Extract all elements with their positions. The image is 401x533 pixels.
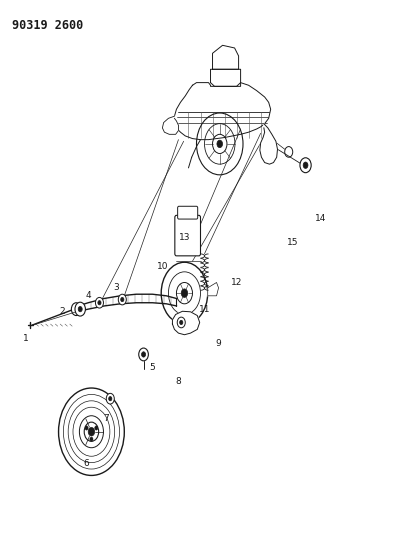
- FancyBboxPatch shape: [175, 215, 200, 256]
- Circle shape: [95, 297, 103, 308]
- Polygon shape: [162, 116, 178, 134]
- Circle shape: [78, 306, 82, 312]
- Circle shape: [85, 426, 88, 430]
- Text: 11: 11: [199, 305, 210, 313]
- Polygon shape: [172, 311, 200, 335]
- Circle shape: [121, 297, 124, 302]
- Polygon shape: [208, 282, 219, 296]
- Circle shape: [98, 301, 101, 305]
- Circle shape: [106, 393, 114, 404]
- Polygon shape: [211, 69, 241, 86]
- Text: 8: 8: [176, 377, 181, 385]
- Circle shape: [109, 397, 112, 401]
- Text: 4: 4: [85, 292, 91, 300]
- Circle shape: [71, 303, 81, 316]
- Circle shape: [181, 289, 188, 297]
- Circle shape: [118, 294, 126, 305]
- Polygon shape: [260, 124, 277, 164]
- Text: 10: 10: [157, 262, 168, 271]
- Circle shape: [139, 348, 148, 361]
- Circle shape: [303, 162, 308, 168]
- Text: 12: 12: [231, 278, 242, 287]
- Circle shape: [90, 437, 93, 441]
- Text: 9: 9: [216, 340, 221, 348]
- Circle shape: [217, 140, 223, 148]
- Circle shape: [180, 320, 183, 325]
- Text: 7: 7: [103, 414, 109, 423]
- Text: 5: 5: [150, 364, 155, 372]
- FancyBboxPatch shape: [178, 206, 198, 219]
- Text: 13: 13: [179, 233, 190, 241]
- Text: 6: 6: [83, 459, 89, 468]
- Text: 15: 15: [287, 238, 298, 247]
- Circle shape: [88, 427, 95, 436]
- Text: 90319 2600: 90319 2600: [12, 19, 83, 31]
- Polygon shape: [213, 45, 239, 69]
- Text: 14: 14: [315, 214, 326, 223]
- Polygon shape: [174, 83, 271, 140]
- Text: 1: 1: [23, 334, 29, 343]
- Text: 2: 2: [59, 308, 65, 316]
- Circle shape: [75, 302, 85, 316]
- Circle shape: [95, 426, 98, 430]
- Circle shape: [142, 352, 146, 357]
- Text: 3: 3: [113, 284, 119, 292]
